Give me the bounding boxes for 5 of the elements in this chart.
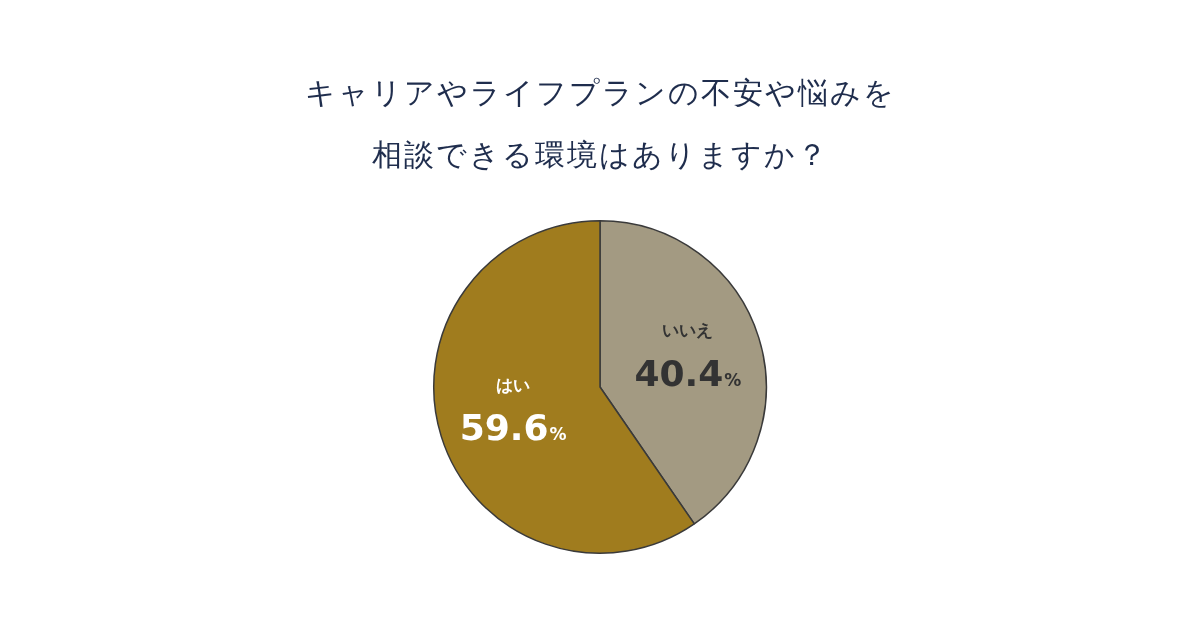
slice-label: はい — [495, 374, 530, 395]
slice-label: いいえ — [661, 320, 713, 341]
data-label: 40.4% — [634, 352, 742, 394]
data-label: 59.6% — [459, 407, 567, 449]
chart-title: キャリアやライフプランの不安や悩みを相談できる環境はありますか？ — [303, 75, 897, 173]
